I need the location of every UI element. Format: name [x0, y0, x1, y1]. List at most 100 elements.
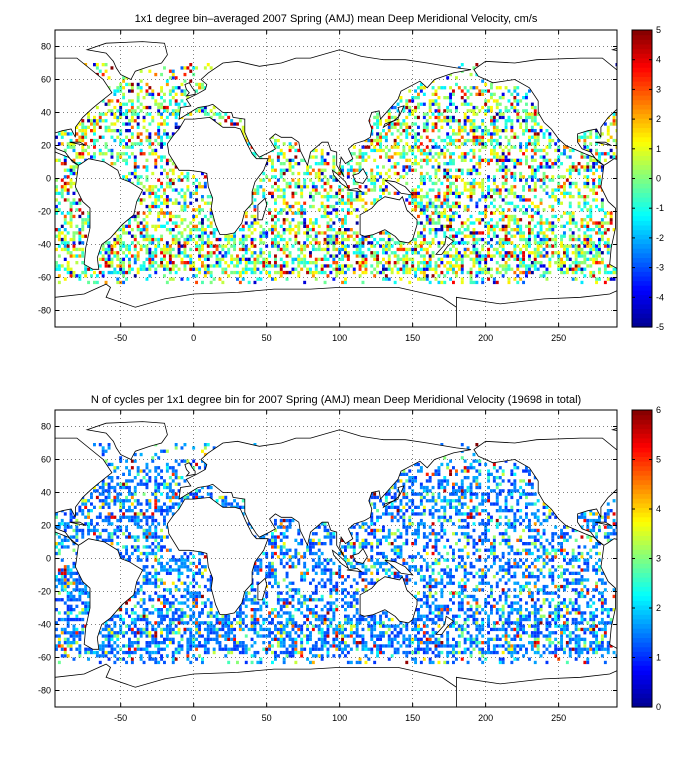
p0-data-cell [498, 228, 502, 232]
p0-data-cell [122, 267, 126, 271]
p0-data-cell [303, 261, 307, 265]
p1-data-cell [189, 641, 193, 645]
p0-data-cell [163, 119, 166, 123]
p0-data-cell [320, 152, 324, 156]
p1-data-cell [294, 637, 298, 641]
p0-data-cell [145, 89, 149, 93]
p0-data-cell [203, 181, 207, 186]
p1-data-cell [154, 660, 158, 665]
p0-data-cell [504, 168, 508, 172]
p0-data-cell [90, 122, 93, 126]
p0-data-cell [81, 211, 85, 215]
p0-data-cell [148, 204, 152, 209]
p0-data-cell [262, 234, 266, 238]
p0-data-cell [571, 267, 575, 271]
p0-data-cell [551, 254, 555, 258]
p0-data-cell [507, 191, 511, 195]
p0-data-cell [177, 191, 181, 195]
p0-data-cell [507, 224, 511, 228]
p0-data-cell [154, 267, 158, 271]
p0-data-cell [323, 181, 327, 186]
p1-data-cell [69, 647, 73, 651]
p0-data-cell [557, 198, 561, 202]
p0-data-cell [233, 264, 237, 268]
p1-data-cell [165, 637, 169, 641]
p0-data-cell [113, 115, 117, 120]
p0-data-cell [195, 185, 199, 189]
p1-data-cell [373, 634, 377, 638]
p0-data-cell [580, 280, 584, 285]
p0-data-cell [163, 168, 166, 172]
p0-data-cell [358, 241, 362, 245]
p0-data-cell [142, 267, 146, 271]
p0-data-cell [119, 228, 123, 232]
p0-data-cell [203, 185, 207, 189]
p0-data-cell [285, 241, 289, 245]
p0-data-cell [387, 119, 391, 123]
p0-data-cell [332, 178, 336, 182]
p0-data-cell [437, 165, 441, 169]
p0-data-cell [279, 257, 283, 261]
p0-data-cell [323, 214, 327, 219]
p0-data-cell [557, 201, 561, 205]
p0-data-cell [516, 228, 520, 232]
p0-data-cell [437, 204, 441, 209]
p0-data-cell [487, 224, 491, 228]
p0-colorbar-segment [632, 201, 652, 207]
p0-colorbar-tick-label: -2 [656, 233, 664, 243]
p0-data-cell [560, 191, 564, 195]
p1-data-cell [405, 654, 409, 658]
p0-data-cell [201, 171, 204, 176]
p1-data-cell [236, 644, 239, 648]
p0-data-cell [346, 185, 350, 189]
p1-data-cell [323, 641, 327, 645]
p0-data-cell [580, 195, 584, 199]
p0-data-cell [300, 247, 304, 252]
p0-data-cell [203, 112, 207, 116]
p0-data-cell [452, 129, 455, 133]
p0-data-cell [408, 89, 412, 93]
p0-data-cell [326, 234, 330, 238]
p0-data-cell [595, 280, 599, 285]
p0-data-cell [139, 267, 143, 271]
p0-data-cell [455, 119, 458, 123]
p0-data-cell [449, 188, 453, 192]
p0-data-cell [148, 185, 152, 189]
p0-data-cell [145, 224, 149, 228]
p0-data-cell [195, 224, 199, 228]
p0-data-cell [154, 102, 158, 106]
p0-data-cell [589, 228, 593, 232]
p1-data-cell [542, 650, 546, 655]
p0-data-cell [440, 280, 444, 285]
p0-data-cell [317, 171, 321, 176]
p1-data-cell [586, 650, 590, 655]
p0-data-cell [452, 211, 455, 215]
p0-data-cell [533, 129, 537, 133]
p0-colorbar-segment [632, 238, 652, 245]
p0-data-cell [484, 102, 488, 106]
p0-data-cell [519, 261, 523, 265]
p0-data-cell [128, 145, 131, 149]
p0-data-cell [285, 201, 289, 205]
p0-data-cell [168, 69, 172, 73]
p0-data-cell [119, 152, 123, 156]
p0-data-cell [160, 138, 164, 143]
p0-data-cell [513, 221, 517, 225]
p0-data-cell [218, 277, 222, 281]
p0-data-cell [311, 247, 315, 252]
p0-data-cell [174, 198, 178, 202]
p0-data-cell [460, 270, 464, 275]
p0-data-cell [209, 254, 213, 258]
p0-data-cell [382, 191, 385, 195]
p0-data-cell [583, 201, 587, 205]
p0-data-cell [457, 155, 461, 159]
p0-data-cell [431, 204, 435, 209]
p0-data-cell [314, 257, 318, 261]
p0-data-cell [198, 82, 202, 87]
p1-data-cell [437, 637, 441, 641]
p0-data-cell [224, 261, 228, 265]
p0-data-cell [425, 191, 429, 195]
p0-data-cell [101, 119, 105, 123]
p1-data-cell [113, 634, 117, 638]
p0-data-cell [440, 228, 444, 232]
